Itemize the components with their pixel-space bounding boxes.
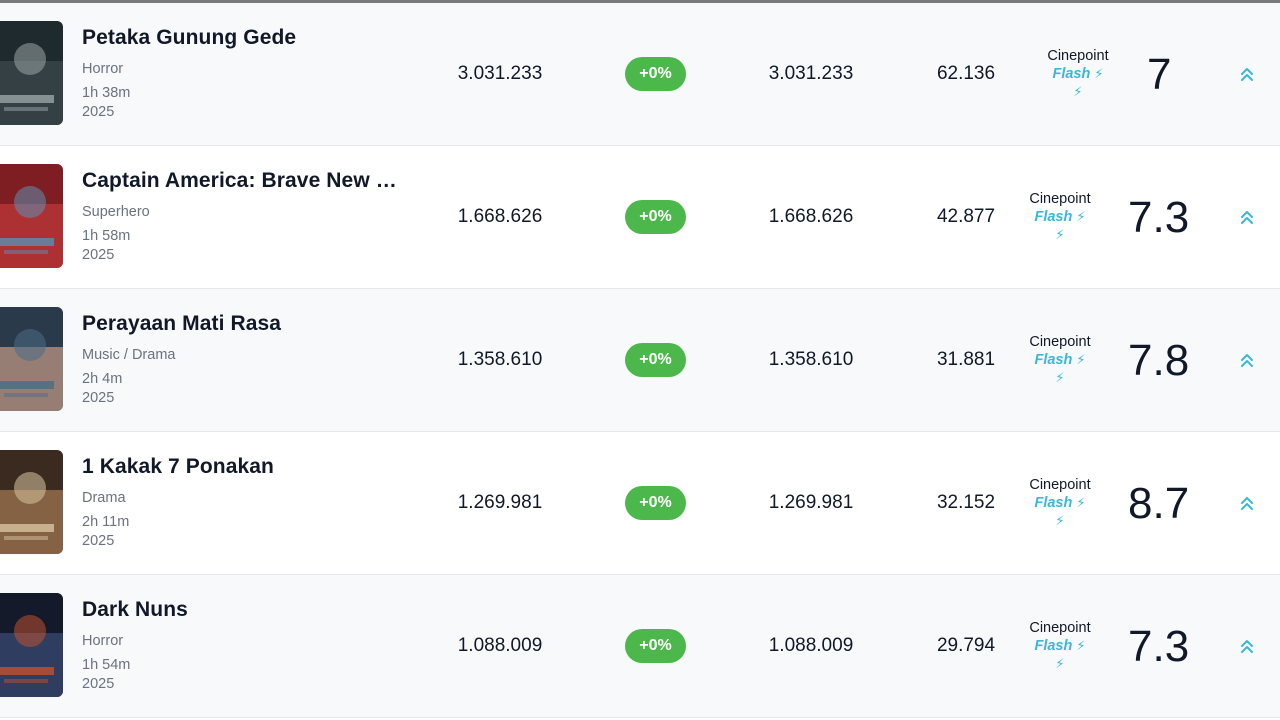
movie-year: 2025 (82, 533, 115, 549)
cinepoint-score: 7 (1147, 50, 1172, 99)
movie-poster[interactable] (0, 593, 63, 697)
flash-label: Flash (1034, 495, 1073, 511)
movie-poster[interactable] (0, 164, 63, 268)
cinepoint-label: Cinepoint (1029, 334, 1091, 350)
screen-count: 31.881 (936, 349, 996, 370)
screen-count: 29.794 (936, 635, 996, 656)
cinepoint-flash-label: Cinepoint Flash ⚡︎ ⚡︎ (1020, 190, 1100, 244)
weekly-viewers: 1.358.610 (768, 349, 854, 370)
double-chevron-up-icon[interactable] (1238, 65, 1256, 83)
lightning-bolt-icon: ⚡︎ (1055, 227, 1065, 242)
movie-genre: Horror (82, 61, 124, 77)
cinepoint-score: 8.7 (1128, 479, 1190, 528)
top-border (0, 0, 1280, 3)
flash-label: Flash (1034, 209, 1073, 225)
lightning-bolt-icon: ⚡︎ (1076, 638, 1086, 653)
movie-year: 2025 (82, 247, 115, 263)
lightning-bolt-icon: ⚡︎ (1076, 352, 1086, 367)
movie-genre: Music / Drama (82, 347, 176, 363)
movie-title[interactable]: Perayaan Mati Rasa (82, 312, 282, 335)
double-chevron-up-icon[interactable] (1238, 351, 1256, 369)
weekly-viewers: 1.269.981 (768, 492, 854, 513)
cinepoint-flash-label: Cinepoint Flash ⚡︎ ⚡︎ (1020, 333, 1100, 387)
cinepoint-label: Cinepoint (1029, 191, 1091, 207)
change-badge: +0% (625, 486, 686, 520)
movie-year: 2025 (82, 104, 115, 120)
movie-row[interactable]: Petaka Gunung Gede Horror 1h 38m 2025 3.… (0, 3, 1280, 146)
total-viewers: 1.088.009 (457, 635, 543, 656)
movie-duration: 1h 38m (82, 85, 131, 101)
cinepoint-flash-label: Cinepoint Flash ⚡︎ ⚡︎ (1038, 47, 1118, 101)
movie-title[interactable]: 1 Kakak 7 Ponakan (82, 455, 274, 478)
lightning-bolt-icon: ⚡︎ (1073, 84, 1083, 99)
movie-duration: 2h 11m (82, 514, 130, 530)
cinepoint-flash-label: Cinepoint Flash ⚡︎ ⚡︎ (1020, 619, 1100, 673)
lightning-bolt-icon: ⚡︎ (1055, 656, 1065, 671)
screen-count: 32.152 (936, 492, 996, 513)
total-viewers: 1.358.610 (457, 349, 543, 370)
movie-row[interactable]: 1 Kakak 7 Ponakan Drama 2h 11m 2025 1.26… (0, 432, 1280, 575)
lightning-bolt-icon: ⚡︎ (1055, 370, 1065, 385)
movie-year: 2025 (82, 390, 115, 406)
screen-count: 42.877 (936, 206, 996, 227)
movie-poster[interactable] (0, 450, 63, 554)
total-viewers: 1.668.626 (457, 206, 543, 227)
cinepoint-score: 7.8 (1128, 336, 1190, 385)
change-badge: +0% (625, 629, 686, 663)
movie-title[interactable]: Petaka Gunung Gede (82, 26, 297, 49)
lightning-bolt-icon: ⚡︎ (1055, 513, 1065, 528)
flash-label: Flash (1052, 66, 1091, 82)
change-badge: +0% (625, 57, 686, 91)
cinepoint-score: 7.3 (1128, 622, 1190, 671)
weekly-viewers: 3.031.233 (768, 63, 854, 84)
change-badge: +0% (625, 200, 686, 234)
box-office-list: Petaka Gunung Gede Horror 1h 38m 2025 3.… (0, 3, 1280, 718)
flash-label: Flash (1034, 352, 1073, 368)
lightning-bolt-icon: ⚡︎ (1094, 66, 1104, 81)
double-chevron-up-icon[interactable] (1238, 637, 1256, 655)
movie-row[interactable]: Captain America: Brave New World Superhe… (0, 146, 1280, 289)
movie-genre: Horror (82, 633, 124, 649)
movie-duration: 1h 54m (82, 657, 131, 673)
screen-count: 62.136 (936, 63, 996, 84)
total-viewers: 1.269.981 (457, 492, 543, 513)
movie-row[interactable]: Perayaan Mati Rasa Music / Drama 2h 4m 2… (0, 289, 1280, 432)
cinepoint-label: Cinepoint (1029, 620, 1091, 636)
cinepoint-label: Cinepoint (1047, 48, 1109, 64)
total-viewers: 3.031.233 (457, 63, 543, 84)
movie-year: 2025 (82, 676, 115, 692)
double-chevron-up-icon[interactable] (1238, 494, 1256, 512)
movie-duration: 2h 4m (82, 371, 123, 387)
flash-label: Flash (1034, 638, 1073, 654)
movie-genre: Superhero (82, 204, 150, 220)
cinepoint-label: Cinepoint (1029, 477, 1091, 493)
movie-genre: Drama (82, 490, 126, 506)
movie-poster[interactable] (0, 307, 63, 411)
weekly-viewers: 1.088.009 (768, 635, 854, 656)
movie-row[interactable]: Dark Nuns Horror 1h 54m 2025 1.088.009 +… (0, 575, 1280, 718)
movie-title[interactable]: Captain America: Brave New World (82, 169, 402, 192)
lightning-bolt-icon: ⚡︎ (1076, 495, 1086, 510)
weekly-viewers: 1.668.626 (768, 206, 854, 227)
movie-title[interactable]: Dark Nuns (82, 598, 188, 621)
double-chevron-up-icon[interactable] (1238, 208, 1256, 226)
change-badge: +0% (625, 343, 686, 377)
movie-poster[interactable] (0, 21, 63, 125)
lightning-bolt-icon: ⚡︎ (1076, 209, 1086, 224)
cinepoint-score: 7.3 (1128, 193, 1190, 242)
cinepoint-flash-label: Cinepoint Flash ⚡︎ ⚡︎ (1020, 476, 1100, 530)
movie-duration: 1h 58m (82, 228, 131, 244)
